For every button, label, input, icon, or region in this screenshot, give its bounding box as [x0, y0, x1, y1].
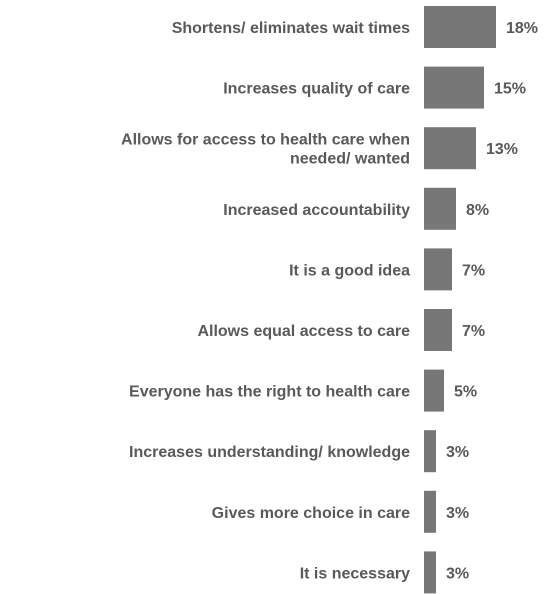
value-label-increases-quality-of-care: 15%	[494, 81, 526, 98]
bar-allows-for-access-to-health-care-when-needed-wanted	[424, 127, 476, 170]
category-label-line: It is a good idea	[289, 262, 410, 279]
value-label-allows-equal-access-to-care: 7%	[462, 323, 485, 340]
category-label-line: Increased accountability	[223, 202, 410, 219]
category-label-line: It is necessary	[300, 565, 410, 582]
category-label-gives-more-choice-in-care: Gives more choice in care	[212, 505, 410, 522]
bar-increases-understanding-knowledge	[424, 430, 436, 473]
bar-gives-more-choice-in-care	[424, 490, 436, 533]
category-label-line: Increases quality of care	[223, 81, 410, 98]
value-label-everyone-has-the-right-to-health-care: 5%	[454, 384, 477, 401]
value-label-gives-more-choice-in-care: 3%	[446, 505, 469, 522]
bar-allows-equal-access-to-care	[424, 309, 452, 351]
category-label-everyone-has-the-right-to-health-care: Everyone has the right to health care	[129, 384, 410, 401]
bar-shortens-eliminates-wait-times	[424, 6, 496, 48]
value-label-allows-for-access-to-health-care-when-needed-wanted: 13%	[486, 141, 518, 158]
category-label-line: Allows for access to health care when	[121, 132, 410, 149]
category-label-it-is-necessary: It is necessary	[300, 565, 410, 582]
bar-it-is-a-good-idea	[424, 248, 452, 291]
value-labels-layer: 18% 15% 13% 8% 7% 7% 5% 3% 3% 3%	[446, 20, 538, 582]
category-label-it-is-a-good-idea: It is a good idea	[289, 262, 410, 279]
bar-increased-accountability	[424, 187, 456, 230]
category-label-line: Gives more choice in care	[212, 505, 410, 522]
category-label-allows-for-access-to-health-care-when-needed-wanted: Allows for access to health care when nee…	[121, 132, 410, 168]
category-labels-layer: Shortens/ eliminates wait times Increases…	[121, 20, 410, 582]
category-label-line: Everyone has the right to health care	[129, 384, 410, 401]
category-label-shortens-eliminates-wait-times: Shortens/ eliminates wait times	[172, 20, 410, 37]
category-label-line: Shortens/ eliminates wait times	[172, 20, 410, 37]
category-label-line: Allows equal access to care	[197, 323, 410, 340]
category-label-increases-understanding-knowledge: Increases understanding/ knowledge	[129, 444, 410, 461]
bar-it-is-necessary	[424, 551, 436, 594]
category-label-increases-quality-of-care: Increases quality of care	[223, 81, 410, 98]
value-label-increased-accountability: 8%	[466, 202, 489, 219]
bar-increases-quality-of-care	[424, 66, 484, 109]
category-label-allows-equal-access-to-care: Allows equal access to care	[197, 323, 410, 340]
category-label-line: Increases understanding/ knowledge	[129, 444, 410, 461]
category-label-increased-accountability: Increased accountability	[223, 202, 410, 219]
value-label-increases-understanding-knowledge: 3%	[446, 444, 469, 461]
bars-layer	[424, 6, 496, 594]
value-label-it-is-necessary: 3%	[446, 565, 469, 582]
value-label-shortens-eliminates-wait-times: 18%	[506, 20, 538, 37]
bar-everyone-has-the-right-to-health-care	[424, 369, 444, 412]
value-label-it-is-a-good-idea: 7%	[462, 262, 485, 279]
category-label-line: needed/ wanted	[290, 151, 410, 168]
